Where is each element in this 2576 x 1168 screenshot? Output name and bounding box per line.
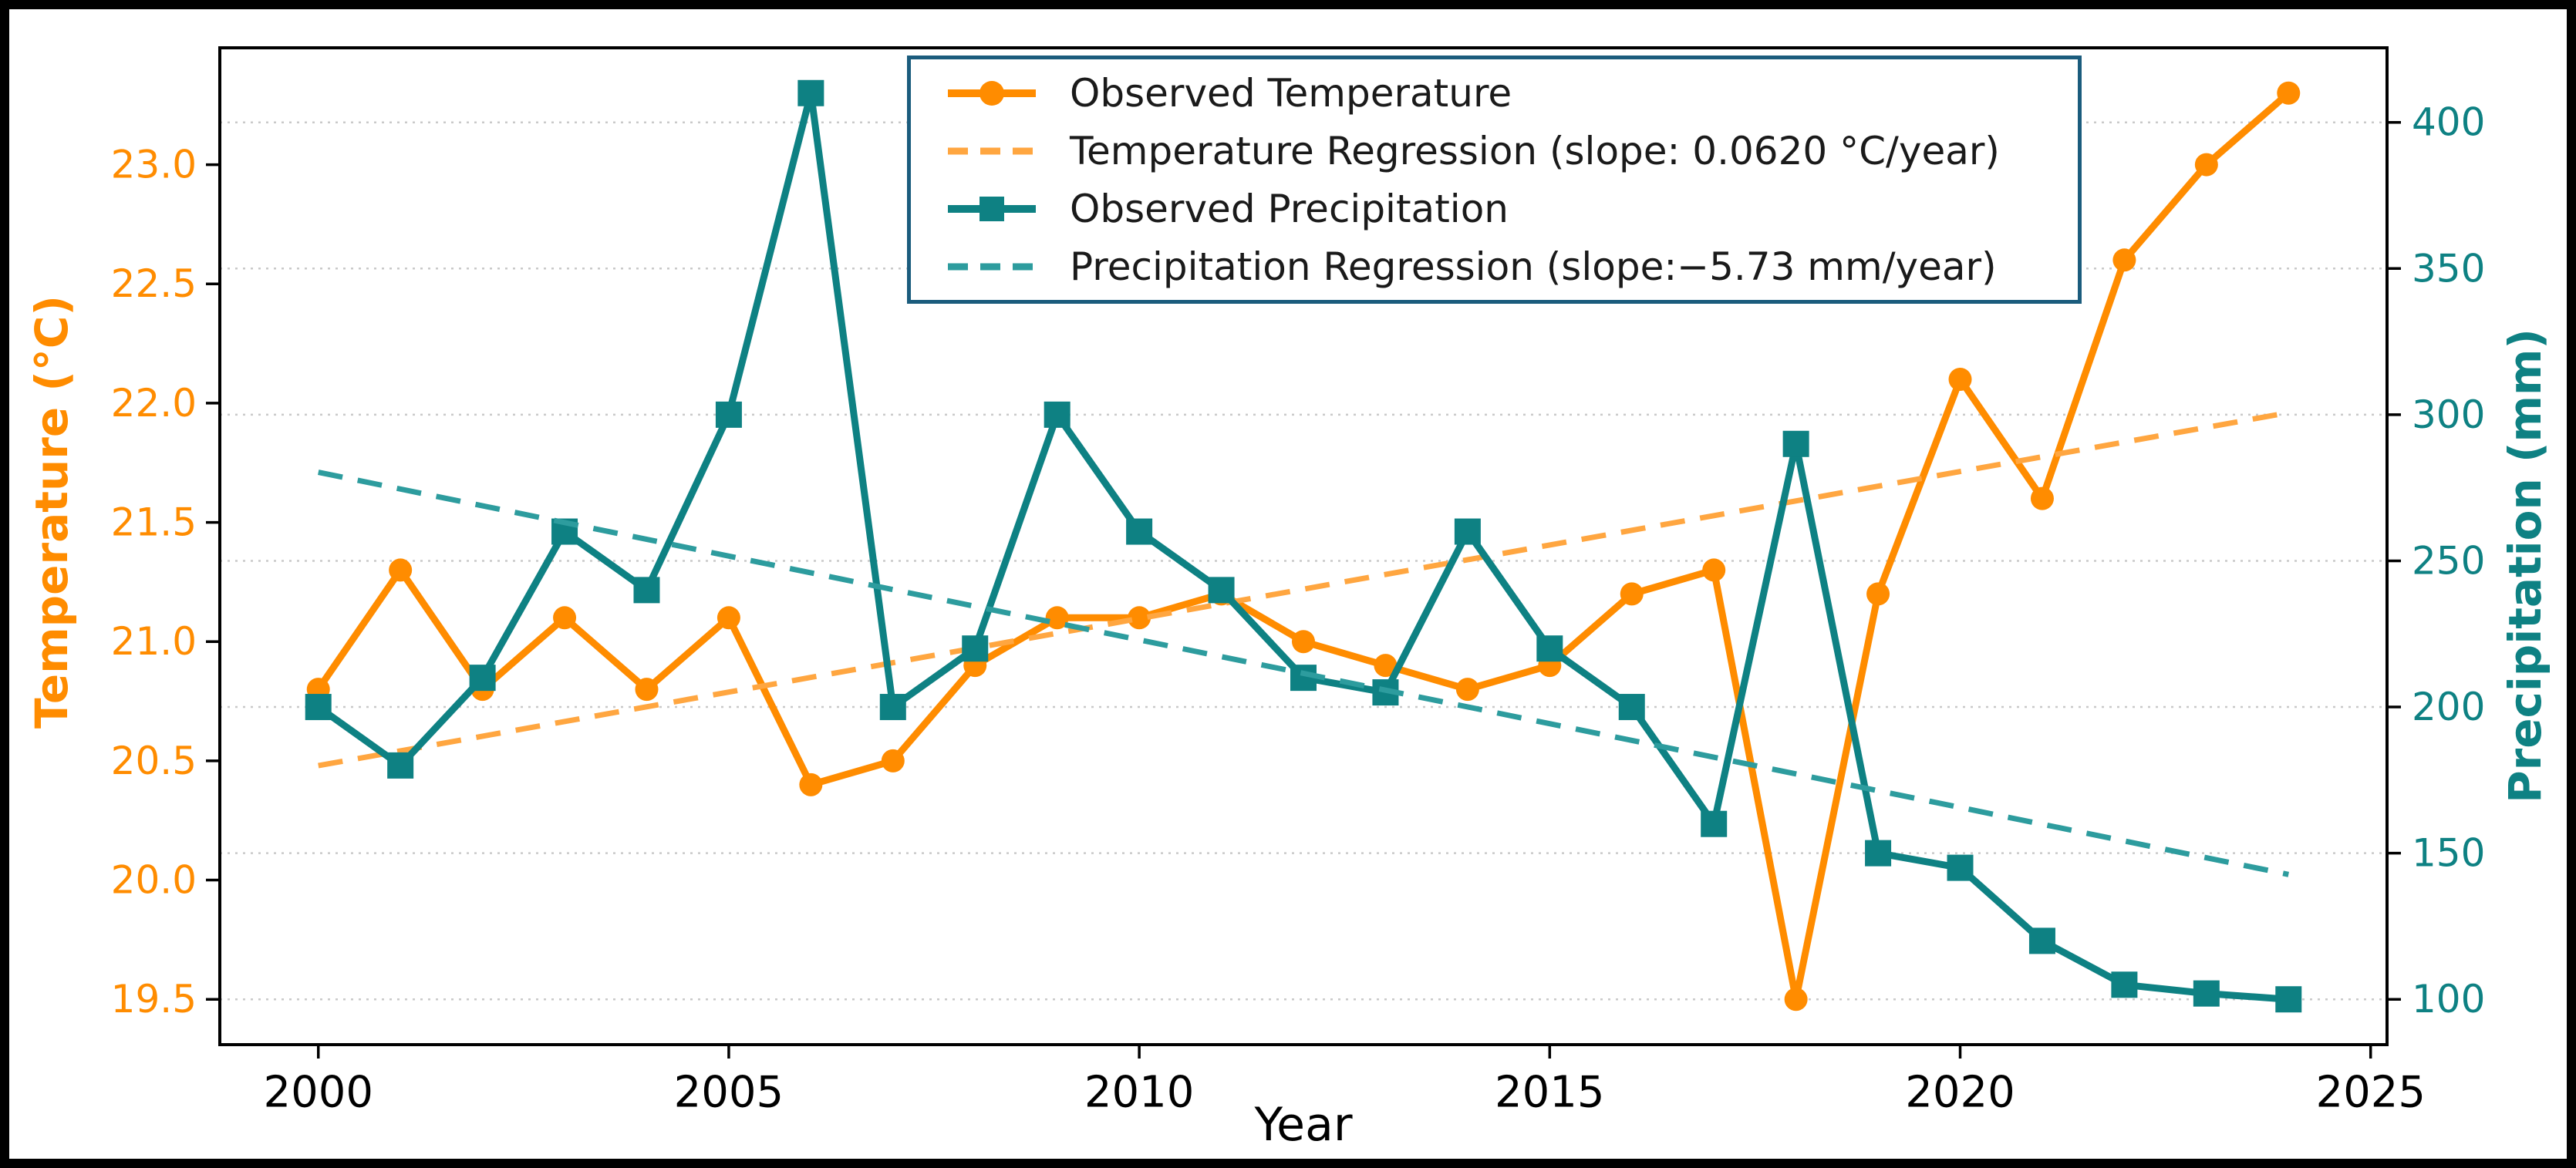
precipitation-marker	[2275, 986, 2302, 1013]
precipitation-marker	[633, 577, 660, 604]
x-axis-title: Year	[1254, 1098, 1353, 1152]
precipitation-marker	[1126, 518, 1153, 545]
precipitation-marker	[1454, 518, 1481, 545]
left-tick-label: 23.0	[111, 143, 197, 187]
temperature-marker	[389, 558, 413, 582]
precipitation-marker	[2111, 971, 2138, 998]
temperature-regression-line	[318, 409, 2289, 769]
precipitation-marker	[1865, 840, 1892, 867]
right-tick-label: 200	[2412, 685, 2485, 729]
temperature-marker	[1866, 582, 1890, 606]
temperature-marker	[1045, 606, 1069, 630]
temperature-marker	[2030, 486, 2054, 510]
left-tick-label: 21.5	[111, 500, 197, 545]
temperature-marker	[2277, 81, 2301, 105]
precipitation-marker	[2193, 980, 2220, 1007]
legend-item-temperature-regression: Temperature Regression (slope: 0.0620 °C…	[945, 122, 2070, 180]
temperature-marker	[716, 606, 740, 630]
right-tick-label: 350	[2412, 246, 2485, 291]
temperature-marker	[1702, 558, 1726, 582]
legend-item-precipitation-regression: Precipitation Regression (slope:−5.73 mm…	[945, 237, 2070, 295]
legend-label: Precipitation Regression (slope:−5.73 mm…	[1070, 244, 1997, 289]
left-tick-label: 22.0	[111, 381, 197, 426]
precipitation-marker	[1044, 401, 1071, 428]
left-axis-title: Temperature (°C)	[25, 295, 78, 729]
left-tick-label: 20.0	[111, 858, 197, 903]
x-tick-label: 2010	[1084, 1068, 1195, 1118]
right-tick-label: 100	[2412, 977, 2485, 1022]
left-tick-label: 22.5	[111, 261, 197, 306]
temperature-marker	[553, 606, 577, 630]
precipitation-marker	[387, 752, 414, 779]
temperature-marker	[799, 772, 823, 796]
left-tick-label: 21.0	[111, 619, 197, 664]
precipitation-marker	[879, 694, 906, 721]
legend-item-observed-precipitation: Observed Precipitation	[945, 180, 2070, 237]
observed-temperature-swatch-icon	[948, 80, 1036, 106]
legend-item-observed-temperature: Observed Temperature	[945, 64, 2070, 122]
temperature-marker	[881, 749, 905, 772]
legend: Observed Temperature Temperature Regress…	[907, 56, 2082, 304]
temperature-marker	[1292, 630, 1315, 654]
precipitation-regression-line	[318, 470, 2289, 877]
observed-precipitation-swatch-icon	[948, 196, 1036, 221]
precipitation-marker	[962, 635, 989, 662]
right-axis-title: Precipitation (mm)	[2499, 328, 2551, 803]
legend-label: Observed Temperature	[1070, 70, 1512, 116]
temperature-marker	[1455, 678, 1479, 702]
right-tick-label: 400	[2412, 100, 2485, 145]
temperature-marker	[635, 678, 659, 702]
precipitation-marker	[715, 401, 742, 428]
temperature-marker	[1620, 582, 1644, 606]
temperature-marker	[2112, 248, 2136, 272]
precipitation-marker	[1208, 577, 1235, 604]
temperature-marker	[1784, 988, 1808, 1011]
temperature-marker	[1374, 654, 1398, 678]
precipitation-marker	[1947, 854, 1974, 881]
precipitation-marker	[1701, 810, 1728, 837]
temperature-regression-swatch-icon	[948, 147, 1036, 154]
axes-frame	[218, 46, 2389, 1046]
right-tick-label: 250	[2412, 538, 2485, 583]
x-tick-label: 2015	[1495, 1068, 1605, 1118]
precipitation-marker	[1536, 635, 1563, 662]
legend-label: Observed Precipitation	[1070, 186, 1509, 231]
temperature-marker	[2194, 153, 2218, 177]
precipitation-regression-swatch-icon	[948, 263, 1036, 270]
precipitation-marker	[305, 694, 332, 721]
precipitation-marker	[1782, 430, 1809, 457]
x-tick-label: 2025	[2315, 1068, 2426, 1118]
precipitation-marker	[469, 665, 496, 692]
temperature-marker	[1948, 367, 1972, 391]
x-tick-label: 2000	[263, 1068, 373, 1118]
precipitation-marker	[1618, 694, 1645, 721]
temperature-marker	[1128, 606, 1151, 630]
legend-label: Temperature Regression (slope: 0.0620 °C…	[1070, 128, 2000, 173]
precipitation-marker	[797, 79, 824, 106]
left-tick-label: 19.5	[111, 977, 197, 1022]
left-tick-label: 20.5	[111, 739, 197, 783]
precipitation-marker	[2028, 927, 2055, 954]
plot-canvas: 19.5 20.0 20.5 21.0 21.5 22.0 22.5 23.0 100 150 20…	[111, 46, 2485, 1118]
right-tick-label: 150	[2412, 831, 2485, 876]
right-tick-label: 300	[2412, 392, 2485, 437]
x-tick-label: 2020	[1905, 1068, 2015, 1118]
x-tick-label: 2005	[674, 1068, 784, 1118]
